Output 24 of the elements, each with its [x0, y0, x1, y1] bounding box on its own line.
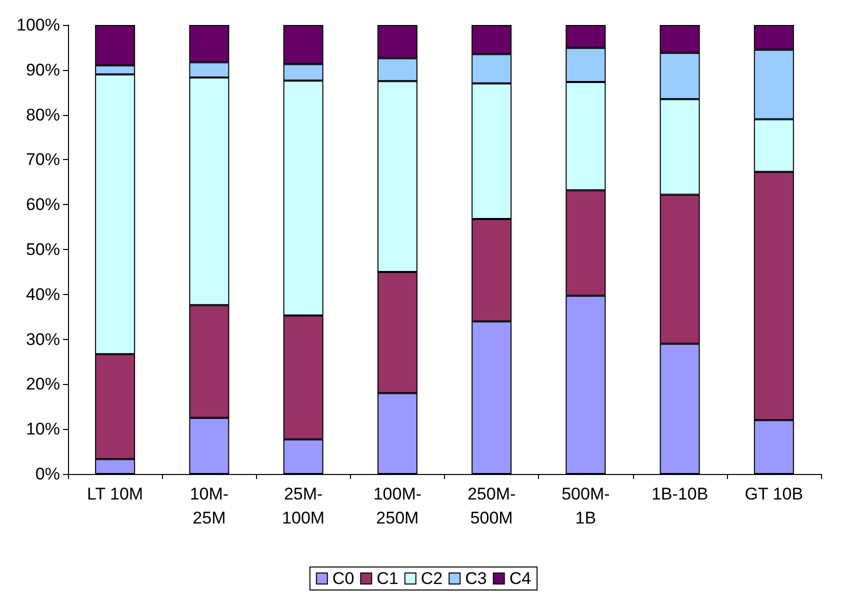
x-tick-label: GT 10B: [744, 484, 804, 504]
y-tick-label: 0%: [35, 464, 60, 484]
y-tick-label: 30%: [26, 330, 60, 349]
y-tick-label: 80%: [26, 105, 60, 124]
legend-label: C4: [509, 569, 532, 588]
y-tick-label: 70%: [26, 150, 60, 170]
y-tick-label: 40%: [26, 284, 60, 304]
x-tick-label: 500M-1B: [562, 484, 610, 528]
y-tick-label: 90%: [26, 60, 60, 80]
x-tick-label: 25M-100M: [282, 484, 325, 528]
y-tick-label: 60%: [26, 195, 60, 214]
x-tick-label: 10M-25M: [190, 484, 229, 528]
legend-label: C2: [420, 569, 443, 588]
legend-label: C3: [465, 569, 487, 588]
legend-label: C0: [332, 569, 354, 588]
y-tick-label: 20%: [26, 374, 60, 394]
y-tick-label: 10%: [26, 420, 60, 439]
x-tick-label: LT 10M: [87, 484, 144, 504]
x-tick-label: 100M-250M: [373, 484, 422, 528]
x-tick-label: 1B-10B: [651, 484, 708, 504]
y-tick-label: 50%: [26, 240, 60, 259]
y-tick-label: 100%: [16, 16, 60, 34]
x-tick-label: 250M-500M: [467, 484, 516, 528]
legend-label: C1: [376, 569, 398, 588]
